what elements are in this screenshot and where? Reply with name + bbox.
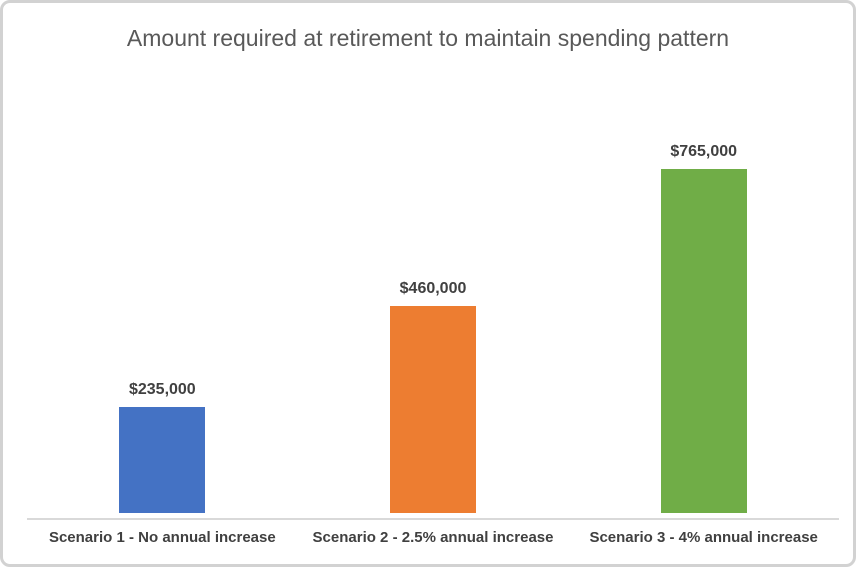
data-label-scenario-1: $235,000 (128, 381, 196, 398)
x-axis-line (27, 518, 839, 520)
bar-scenario-2 (390, 306, 476, 513)
data-label-scenario-3: $765,000 (670, 143, 738, 160)
bar-column-scenario-2: $460,000 (298, 113, 569, 513)
category-label-scenario-1: Scenario 1 - No annual increase (48, 529, 276, 546)
category-label-scenario-2: Scenario 2 - 2.5% annual increase (312, 529, 554, 546)
bar-column-scenario-1: $235,000 (27, 113, 298, 513)
category-label-scenario-3: Scenario 3 - 4% annual increase (589, 529, 818, 546)
bar-scenario-3 (660, 169, 747, 513)
category-axis: Scenario 1 - No annual increase Scenario… (27, 529, 839, 546)
bar-column-scenario-3: $765,000 (568, 113, 839, 513)
plot-area: $235,000 $460,000 $765,000 (27, 113, 839, 513)
chart-title: Amount required at retirement to maintai… (126, 25, 730, 51)
data-label-scenario-2: $460,000 (399, 280, 467, 297)
bar-scenario-1 (119, 407, 206, 513)
